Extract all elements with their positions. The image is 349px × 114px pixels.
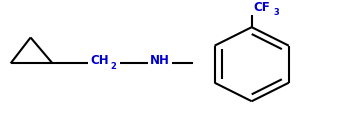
Text: CF: CF: [254, 0, 270, 13]
Text: CH: CH: [90, 54, 109, 67]
Text: 2: 2: [110, 61, 116, 70]
Text: 3: 3: [274, 8, 279, 17]
Text: NH: NH: [150, 54, 170, 67]
